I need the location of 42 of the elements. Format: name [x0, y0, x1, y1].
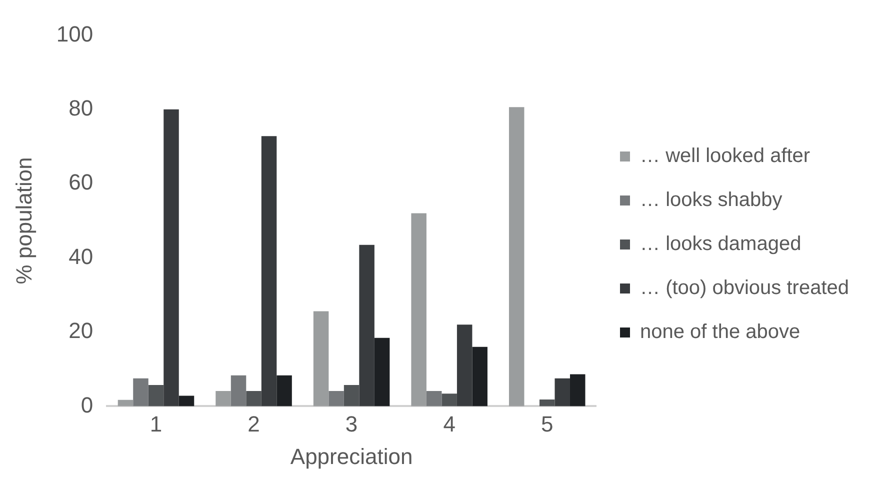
bar	[164, 109, 179, 406]
x-axis-title: Appreciation	[290, 444, 413, 469]
bar	[508, 107, 524, 406]
legend-label: … looks damaged	[640, 233, 802, 256]
x-tick-label: 5	[540, 411, 554, 436]
bar	[118, 400, 134, 406]
bar	[456, 324, 472, 406]
bar	[313, 311, 329, 406]
bar	[133, 378, 148, 406]
bar	[539, 400, 555, 406]
bar	[230, 375, 246, 406]
y-axis-title: % population	[11, 157, 36, 284]
y-tick-label: 0	[80, 392, 94, 418]
bar	[246, 390, 262, 406]
bar	[216, 390, 231, 406]
x-tick-label: 2	[248, 411, 260, 436]
bar	[344, 385, 360, 406]
bar	[148, 385, 164, 406]
bar	[570, 374, 586, 406]
bar	[472, 346, 488, 406]
bar	[426, 390, 442, 406]
bar	[328, 390, 344, 406]
y-tick-label: 20	[68, 318, 94, 344]
bar	[554, 378, 570, 406]
y-tick-label: 60	[68, 170, 94, 195]
legend-label: none of the above	[640, 321, 800, 344]
y-tick-label: 80	[68, 95, 94, 120]
legend-label: … well looked after	[640, 145, 810, 168]
bar	[276, 375, 292, 406]
x-tick-label: 4	[443, 411, 456, 436]
y-tick-label: 100	[56, 21, 94, 46]
bar	[359, 244, 374, 406]
y-tick-label: 40	[68, 244, 94, 269]
x-tick-label: 1	[150, 411, 162, 436]
bar	[178, 396, 194, 406]
bar	[442, 394, 457, 406]
bar	[411, 213, 426, 406]
legend-label: … (too) obvious treated	[640, 277, 850, 300]
bar	[374, 338, 390, 406]
bar	[261, 136, 277, 406]
x-tick-label: 3	[345, 411, 358, 436]
legend-label: … looks shabby	[640, 189, 782, 212]
